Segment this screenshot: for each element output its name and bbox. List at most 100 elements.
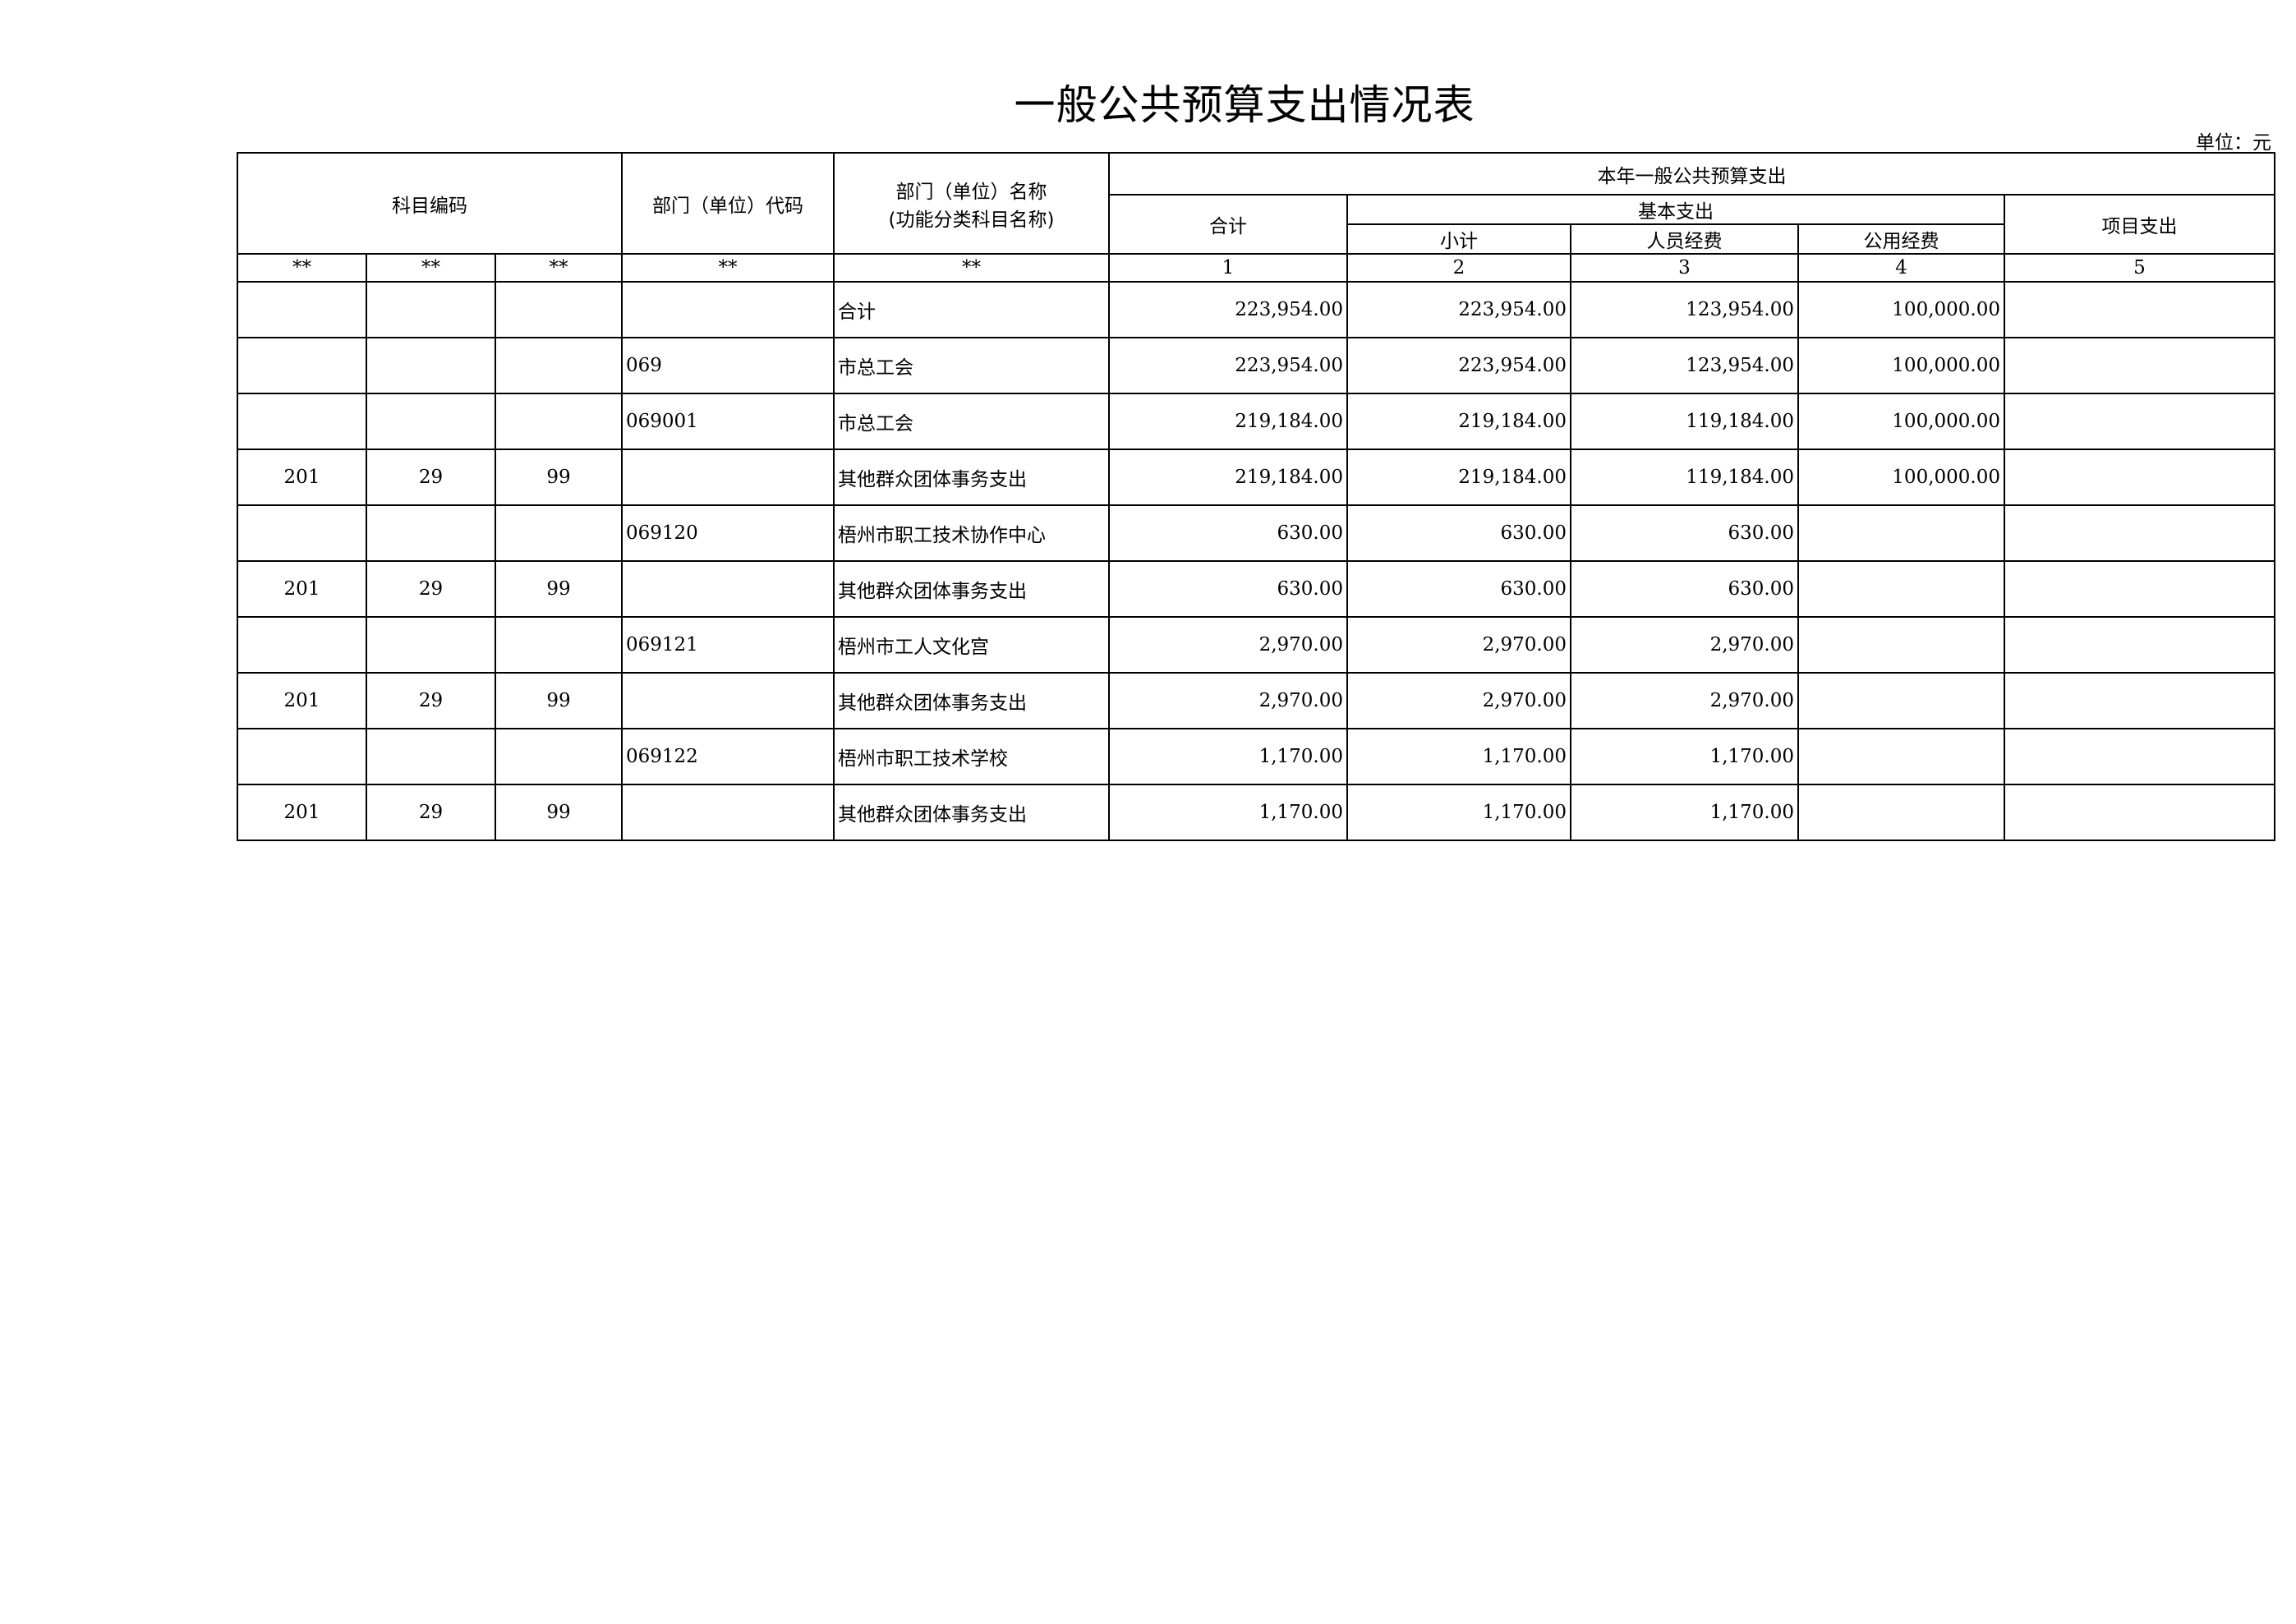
header-personnel: 人员经费 <box>1570 223 1799 255</box>
cell-class-code <box>237 393 367 450</box>
table-row: 069001 市总工会 219,184.00 219,184.00 119,184.00… <box>237 393 2275 450</box>
cell-dept-code <box>621 281 835 338</box>
cell-item-code <box>495 504 623 562</box>
cell-project <box>2004 560 2275 618</box>
cell-public: 100,000.00 <box>1797 393 2005 450</box>
cell-public: 100,000.00 <box>1797 337 2005 394</box>
cell-class-code: 201 <box>237 449 367 506</box>
cell-personnel: 123,954.00 <box>1570 337 1799 394</box>
cell-class-code <box>237 337 367 394</box>
index-cell: 2 <box>1346 253 1571 283</box>
cell-public <box>1797 784 2005 841</box>
cell-personnel: 2,970.00 <box>1570 616 1799 674</box>
index-cell: ** <box>833 253 1110 283</box>
table-row: 069122 梧州市职工技术学校 1,170.00 1,170.00 1,170.00 <box>237 728 2275 785</box>
table-row: 069 市总工会 223,954.00 223,954.00 123,954.00 100… <box>237 337 2275 394</box>
cell-class-code: 201 <box>237 784 367 841</box>
cell-total: 2,970.00 <box>1108 616 1348 674</box>
cell-dept-code: 069120 <box>621 504 835 562</box>
cell-dept-code <box>621 784 835 841</box>
cell-section-code <box>366 281 496 338</box>
header-group: 本年一般公共预算支出 <box>1108 152 2275 196</box>
cell-total: 630.00 <box>1108 504 1348 562</box>
cell-total: 223,954.00 <box>1108 337 1348 394</box>
cell-basic-subtotal: 1,170.00 <box>1346 784 1571 841</box>
cell-total: 1,170.00 <box>1108 728 1348 785</box>
cell-dept-name: 市总工会 <box>833 337 1110 394</box>
index-cell: ** <box>621 253 835 283</box>
cell-class-code: 201 <box>237 672 367 729</box>
table-row: 201 29 99 其他群众团体事务支出 219,184.00 219,184.00 119… <box>237 449 2275 506</box>
cell-class-code <box>237 504 367 562</box>
header-dept-name: 部门（单位）名称 (功能分类科目名称) <box>833 152 1110 255</box>
cell-section-code <box>366 393 496 450</box>
index-cell: ** <box>495 253 623 283</box>
cell-section-code: 29 <box>366 560 496 618</box>
cell-item-code <box>495 337 623 394</box>
page-title: 一般公共预算支出情况表 <box>1014 81 1475 129</box>
cell-dept-name: 其他群众团体事务支出 <box>833 672 1110 729</box>
table-row: 201 29 99 其他群众团体事务支出 2,970.00 2,970.00 2,970.0… <box>237 672 2275 729</box>
cell-section-code <box>366 504 496 562</box>
cell-item-code <box>495 281 623 338</box>
cell-project <box>2004 281 2275 338</box>
cell-project <box>2004 449 2275 506</box>
table-row: 069121 梧州市工人文化宫 2,970.00 2,970.00 2,970.00 <box>237 616 2275 674</box>
index-cell: ** <box>237 253 367 283</box>
cell-item-code <box>495 393 623 450</box>
cell-project <box>2004 616 2275 674</box>
index-cell: 5 <box>2004 253 2275 283</box>
cell-basic-subtotal: 2,970.00 <box>1346 672 1571 729</box>
cell-dept-name: 其他群众团体事务支出 <box>833 560 1110 618</box>
cell-total: 219,184.00 <box>1108 393 1348 450</box>
cell-dept-code <box>621 449 835 506</box>
cell-dept-name: 其他群众团体事务支出 <box>833 449 1110 506</box>
header-dept-code: 部门（单位）代码 <box>621 152 835 255</box>
index-cell: 4 <box>1797 253 2005 283</box>
cell-personnel: 1,170.00 <box>1570 784 1799 841</box>
index-row: ** ** ** ** ** 1 2 3 4 5 <box>237 253 2275 283</box>
cell-section-code: 29 <box>366 784 496 841</box>
cell-dept-name: 合计 <box>833 281 1110 338</box>
cell-basic-subtotal: 223,954.00 <box>1346 337 1571 394</box>
cell-dept-name: 梧州市职工技术协作中心 <box>833 504 1110 562</box>
cell-public <box>1797 728 2005 785</box>
cell-dept-name: 其他群众团体事务支出 <box>833 784 1110 841</box>
cell-dept-code <box>621 672 835 729</box>
cell-class-code: 201 <box>237 560 367 618</box>
header-dept-name-line2: (功能分类科目名称) <box>888 209 1055 231</box>
cell-item-code: 99 <box>495 560 623 618</box>
cell-class-code <box>237 616 367 674</box>
cell-basic-subtotal: 219,184.00 <box>1346 449 1571 506</box>
cell-dept-code <box>621 560 835 618</box>
cell-personnel: 1,170.00 <box>1570 728 1799 785</box>
cell-item-code <box>495 616 623 674</box>
header-total: 合计 <box>1108 194 1348 255</box>
cell-class-code <box>237 728 367 785</box>
header-project: 项目支出 <box>2004 194 2275 255</box>
index-cell: ** <box>366 253 496 283</box>
cell-personnel: 2,970.00 <box>1570 672 1799 729</box>
cell-basic-subtotal: 630.00 <box>1346 504 1571 562</box>
header-basic: 基本支出 <box>1346 194 2005 225</box>
header-subtotal: 小计 <box>1346 223 1571 255</box>
cell-total: 630.00 <box>1108 560 1348 618</box>
cell-public <box>1797 616 2005 674</box>
cell-item-code: 99 <box>495 449 623 506</box>
unit-label: 单位：元 <box>2196 132 2271 154</box>
table-row: 201 29 99 其他群众团体事务支出 1,170.00 1,170.00 1,170.0… <box>237 784 2275 841</box>
cell-project <box>2004 728 2275 785</box>
cell-total: 2,970.00 <box>1108 672 1348 729</box>
cell-basic-subtotal: 219,184.00 <box>1346 393 1571 450</box>
cell-dept-code: 069001 <box>621 393 835 450</box>
cell-basic-subtotal: 2,970.00 <box>1346 616 1571 674</box>
table-row: 069120 梧州市职工技术协作中心 630.00 630.00 630.00 <box>237 504 2275 562</box>
cell-public <box>1797 560 2005 618</box>
cell-personnel: 630.00 <box>1570 560 1799 618</box>
cell-public <box>1797 504 2005 562</box>
cell-dept-code: 069 <box>621 337 835 394</box>
cell-total: 1,170.00 <box>1108 784 1348 841</box>
cell-basic-subtotal: 223,954.00 <box>1346 281 1571 338</box>
cell-dept-name: 市总工会 <box>833 393 1110 450</box>
header-subject-code: 科目编码 <box>237 152 623 255</box>
